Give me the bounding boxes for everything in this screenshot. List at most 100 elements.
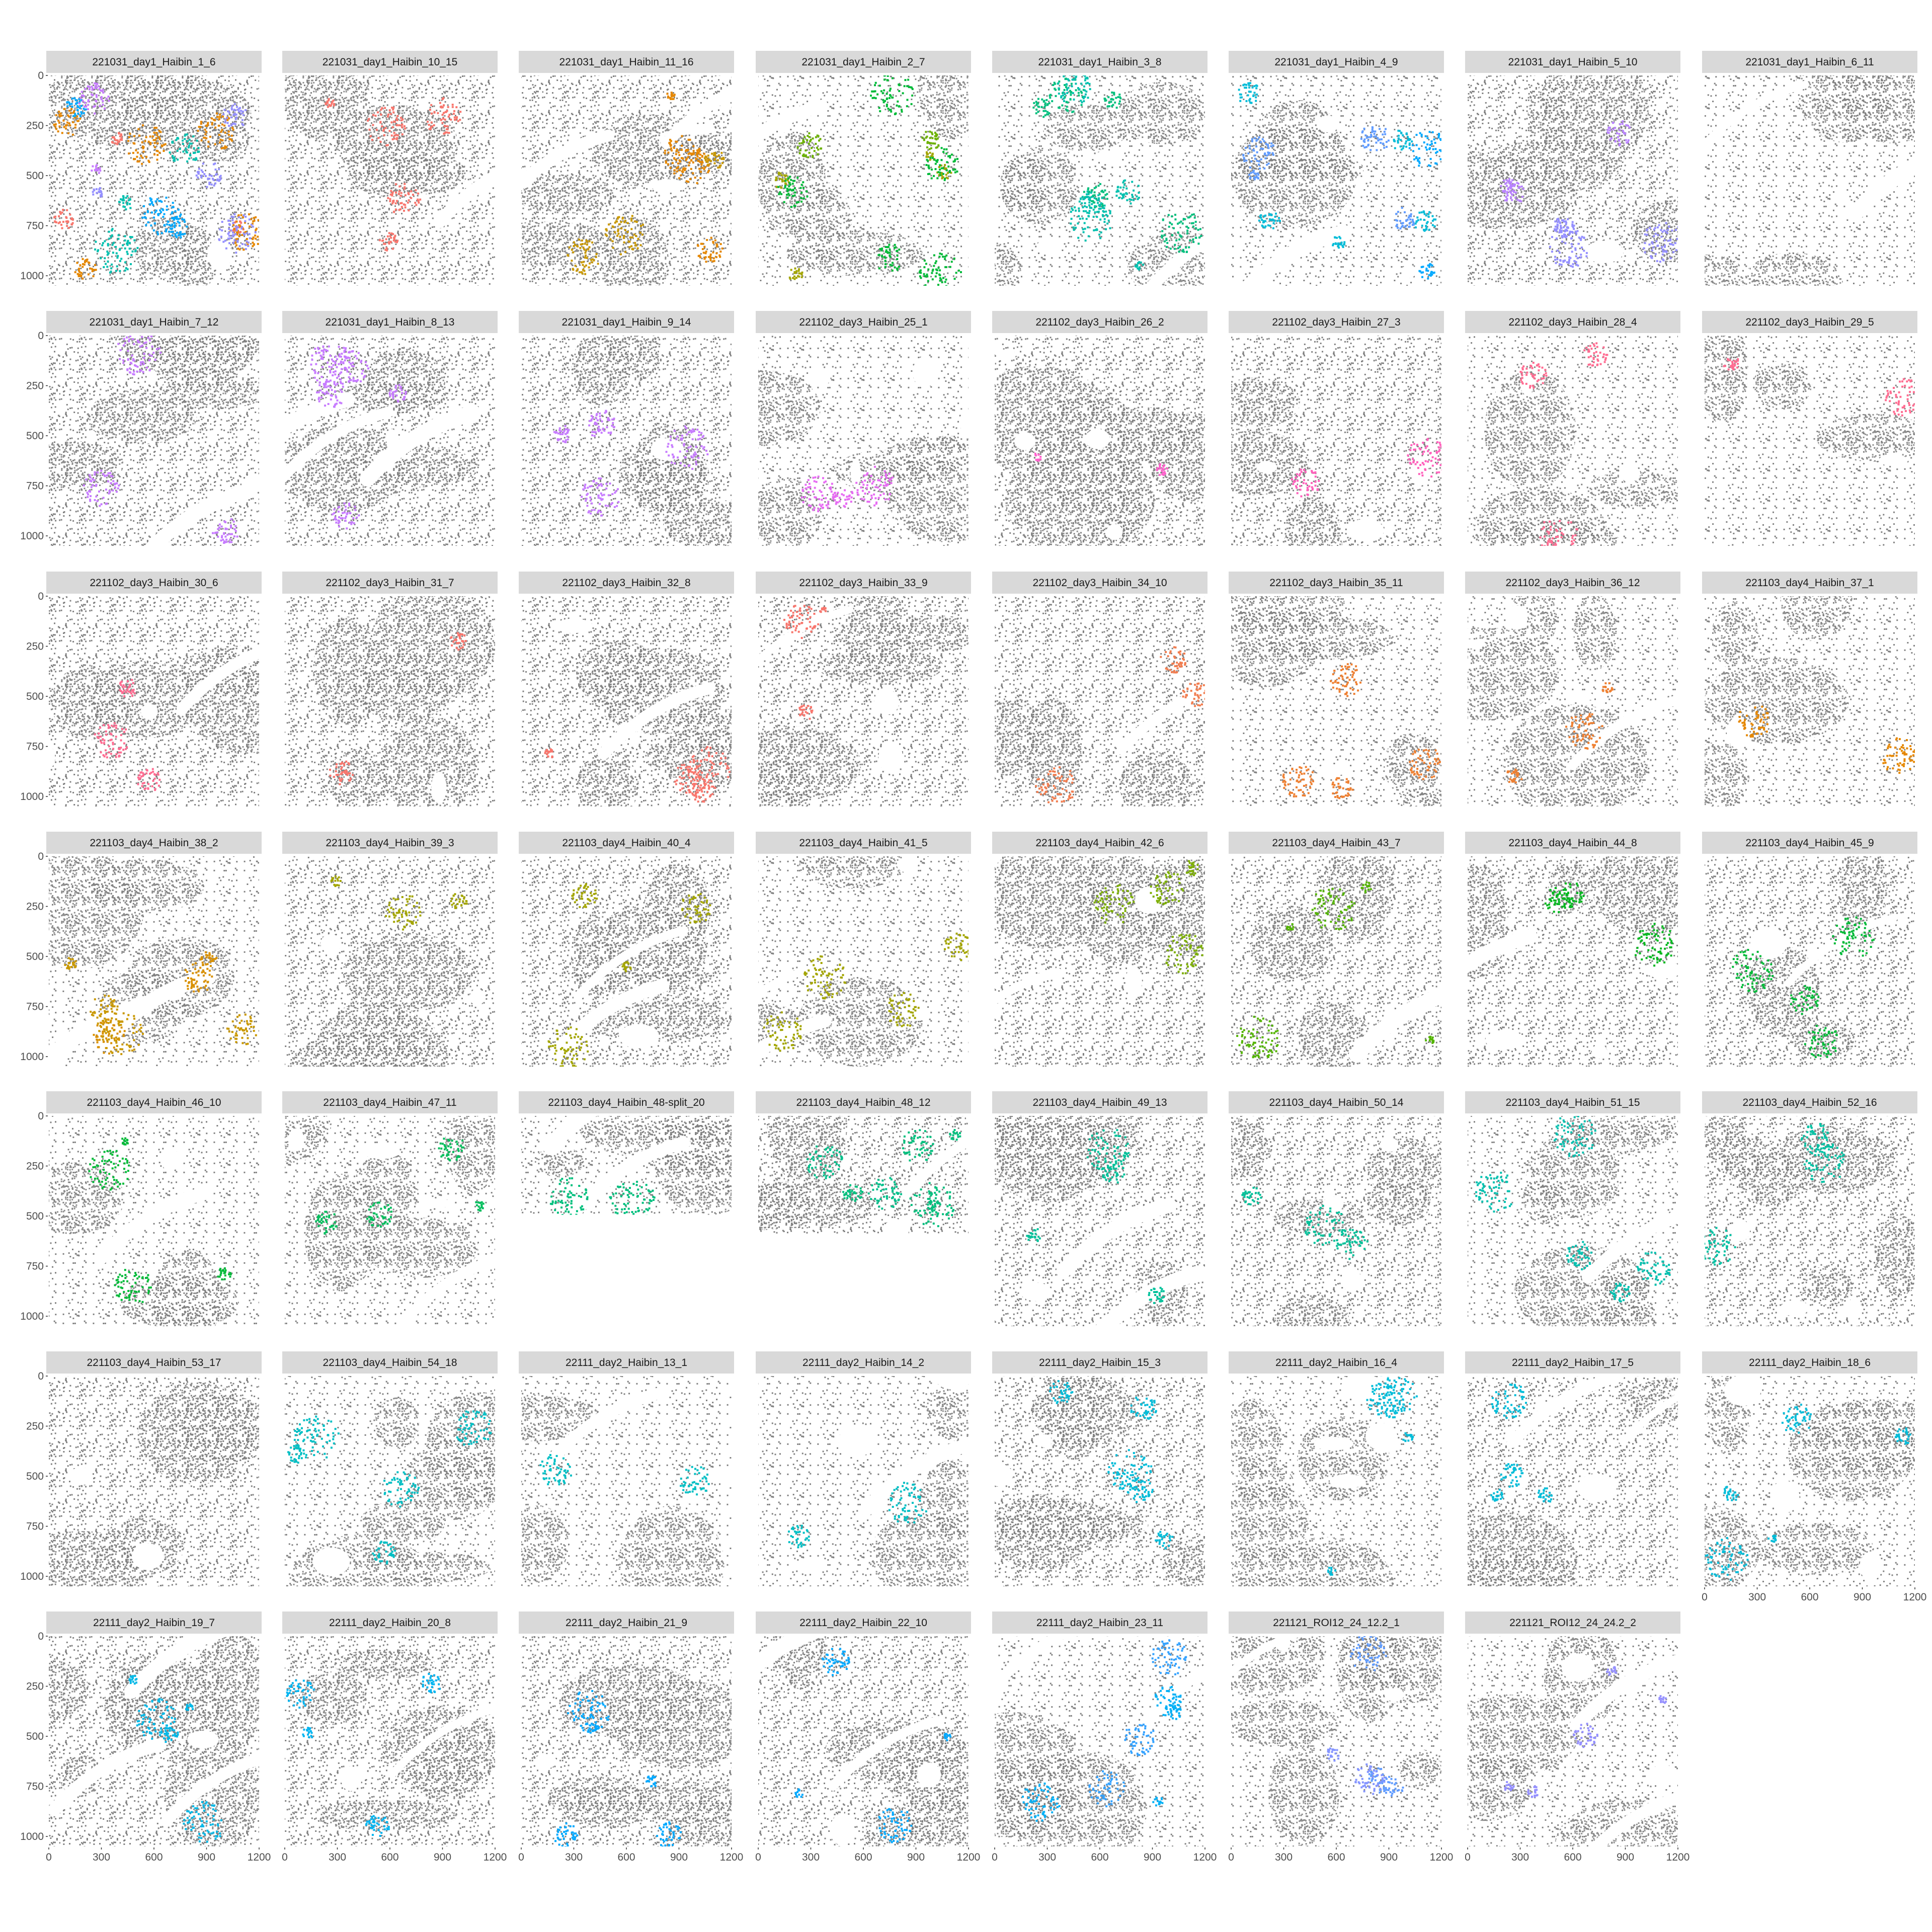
cluster-cell-point <box>865 487 868 490</box>
cluster-cell-point <box>812 476 815 479</box>
cluster-cell-point <box>667 163 669 166</box>
cluster-cell-point <box>393 132 395 134</box>
cluster-cell-point <box>891 96 894 99</box>
cluster-cell-point <box>1903 405 1905 407</box>
cluster-cell-point <box>884 473 887 475</box>
cluster-cell-point <box>1623 132 1626 135</box>
cluster-cell-point <box>338 525 341 528</box>
cluster-cell-point <box>58 215 60 217</box>
cluster-cell-point <box>1072 110 1075 113</box>
cluster-cell-point <box>446 110 448 112</box>
cluster-cell-point <box>795 627 797 629</box>
cluster-cell-point <box>589 420 591 422</box>
cluster-cell-point <box>1086 82 1089 84</box>
cluster-cell-point <box>885 249 888 252</box>
cluster-cell-point <box>110 235 112 238</box>
cluster-cell-point <box>341 368 343 370</box>
cluster-cell-point <box>1559 259 1562 261</box>
cluster-cells <box>1032 98 1051 118</box>
cluster-cell-point <box>200 169 203 172</box>
cluster-cell-point <box>707 751 710 754</box>
cluster-cell-point <box>179 234 182 236</box>
cluster-cell-point <box>239 220 242 223</box>
cluster-cell-point <box>174 210 177 212</box>
cluster-cell-point <box>1614 140 1617 142</box>
cluster-cell-point <box>122 198 124 201</box>
cluster-cell-point <box>1554 229 1556 231</box>
dense-tissue-region <box>158 374 259 410</box>
cluster-cell-point <box>894 244 896 246</box>
cluster-cell-point <box>170 224 173 227</box>
facet-strip <box>1465 51 1680 73</box>
cluster-cell-point <box>850 501 852 503</box>
cluster-cell-point <box>1103 98 1106 100</box>
cluster-cell-point <box>793 278 796 280</box>
cluster-cell-point <box>1189 683 1191 685</box>
cluster-cell-point <box>784 175 786 178</box>
cluster-cell-point <box>1542 382 1544 384</box>
cluster-cell-point <box>240 110 243 112</box>
cluster-cell-point <box>132 359 134 362</box>
cluster-cell-point <box>941 174 943 177</box>
cluster-cell-point <box>709 259 712 262</box>
cluster-cells <box>1502 182 1524 203</box>
cluster-cell-point <box>1919 395 1921 397</box>
cluster-cell-point <box>861 481 863 484</box>
cluster-cell-point <box>108 745 110 748</box>
cluster-cell-point <box>1078 94 1080 97</box>
cluster-cell-point <box>1665 251 1668 253</box>
cluster-cell-point <box>71 222 74 224</box>
cluster-cell-point <box>360 361 362 363</box>
cluster-cell-point <box>1248 86 1251 89</box>
cluster-cell-point <box>691 467 694 470</box>
cluster-cell-point <box>1318 480 1320 482</box>
cluster-cell-point <box>1427 270 1429 272</box>
cluster-cell-point <box>145 341 147 344</box>
cluster-cell-point <box>151 768 154 770</box>
cluster-cell-point <box>1081 92 1083 94</box>
dense-tissue-region <box>874 615 969 652</box>
cluster-cell-point <box>1372 130 1375 133</box>
cluster-cell-point <box>131 695 133 697</box>
cluster-cell-point <box>706 157 708 160</box>
cluster-cell-point <box>829 487 831 489</box>
cluster-cell-point <box>1074 77 1077 80</box>
cluster-cell-point <box>1560 224 1562 227</box>
cluster-cell-point <box>238 248 241 251</box>
cluster-cell-point <box>832 494 835 496</box>
cluster-cell-point <box>894 247 896 249</box>
cluster-cell-point <box>85 105 88 108</box>
cluster-cell-point <box>1082 97 1085 100</box>
cluster-cell-point <box>612 226 615 228</box>
cluster-cell-point <box>1438 133 1440 135</box>
cluster-cell-point <box>1567 227 1569 229</box>
cluster-cell-point <box>1261 219 1263 221</box>
cluster-cell-point <box>92 193 95 196</box>
dense-tissue-region <box>187 647 259 754</box>
cluster-cell-point <box>1619 143 1622 145</box>
cluster-cell-point <box>1077 236 1080 239</box>
cluster-cell-point <box>234 229 236 231</box>
cluster-cell-point <box>1550 540 1553 542</box>
cluster-cell-point <box>140 363 142 366</box>
cluster-cell-point <box>1080 91 1082 93</box>
cluster-cell-point <box>182 150 185 153</box>
cluster-cell-point <box>1672 244 1674 246</box>
cluster-cell-point <box>205 137 208 139</box>
cluster-cell-point <box>1445 459 1447 461</box>
cluster-cell-point <box>218 168 220 171</box>
cluster-cell-point <box>400 389 403 391</box>
cluster-cell-point <box>123 742 125 745</box>
cluster-cell-point <box>1257 174 1260 176</box>
cluster-cell-point <box>72 218 74 221</box>
cluster-cell-point <box>228 228 230 230</box>
cluster-cells <box>687 775 714 803</box>
cluster-cell-point <box>946 177 949 180</box>
cluster-cell-point <box>141 336 143 338</box>
airway-void <box>1239 224 1351 286</box>
cluster-cell-point <box>352 362 354 364</box>
cluster-cell-point <box>1563 546 1565 548</box>
cluster-cell-point <box>66 221 69 223</box>
cluster-cell-point <box>394 202 397 205</box>
cluster-cell-point <box>888 498 890 501</box>
